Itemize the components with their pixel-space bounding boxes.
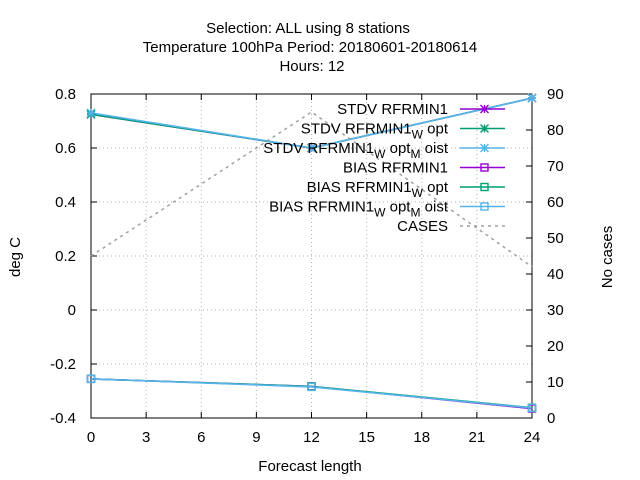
y-tick-label: 0.2 xyxy=(55,248,76,265)
legend-sample-marker xyxy=(480,104,489,114)
legend-label-part: STDV RFRMIN1 xyxy=(337,101,448,118)
legend-label: STDV RFRMIN1W opt xyxy=(301,121,449,142)
legend-label: BIAS RFRMIN1 xyxy=(343,160,448,177)
legend-label-part: M xyxy=(410,206,420,220)
y2-tick-label: 50 xyxy=(547,230,564,247)
legend-label-part: CASES xyxy=(397,218,448,235)
series-point-5 xyxy=(307,382,316,392)
series-point-5 xyxy=(527,403,537,413)
title-line-2: Temperature 100hPa Period: 20180601-2018… xyxy=(143,39,477,56)
series-line-5 xyxy=(90,378,533,409)
y2-tick-label: 70 xyxy=(547,158,564,175)
legend-label: STDV RFRMIN1W optM oist xyxy=(263,140,449,161)
chart-title: Selection: ALL using 8 stations Temperat… xyxy=(143,20,477,75)
legend-label-part: STDV RFRMIN1 xyxy=(301,121,412,138)
legend-label-part: BIAS RFRMIN1 xyxy=(269,199,374,216)
legend-label-part: W xyxy=(412,128,424,142)
x-tick-label: 21 xyxy=(469,429,486,446)
y2-tick-label: 30 xyxy=(547,302,564,319)
y2-tick-label: 10 xyxy=(547,374,564,391)
series-line-6 xyxy=(90,111,533,268)
legend-label-part: BIAS RFRMIN1 xyxy=(307,179,412,196)
y-tick-label: 0.8 xyxy=(55,86,76,103)
legend-label-part: W xyxy=(374,147,386,161)
y2-tick-label: 60 xyxy=(547,194,564,211)
series-point-2 xyxy=(527,93,537,103)
y2-tick-label: 20 xyxy=(547,338,564,355)
series-point-2 xyxy=(86,108,96,118)
y-axis-label: deg C xyxy=(7,237,24,277)
y2-tick-label: 80 xyxy=(547,122,564,139)
x-tick-label: 18 xyxy=(413,429,430,446)
x-tick-label: 24 xyxy=(524,429,541,446)
y-tick-label: 0.6 xyxy=(55,140,76,157)
legend-label-part: BIAS RFRMIN1 xyxy=(343,160,448,177)
y2-tick-label: 40 xyxy=(547,266,564,283)
x-tick-label: 9 xyxy=(252,429,260,446)
x-tick-label: 3 xyxy=(142,429,150,446)
legend-sample-marker xyxy=(480,124,489,133)
legend-label-part: opt xyxy=(385,140,411,157)
legend-label-part: M xyxy=(410,147,420,161)
legend-sample-marker xyxy=(480,163,489,172)
legend-label: BIAS RFRMIN1W opt xyxy=(307,179,449,200)
x-axis-label: Forecast length xyxy=(258,458,361,475)
x-tick-label: 15 xyxy=(358,429,375,446)
series-point-2 xyxy=(307,143,316,153)
x-tick-label: 0 xyxy=(87,429,95,446)
y2-tick-label: 90 xyxy=(547,86,564,103)
y-tick-label: -0.4 xyxy=(50,410,76,427)
legend-label: STDV RFRMIN1 xyxy=(337,101,448,118)
legend-label-part: STDV RFRMIN1 xyxy=(263,140,374,157)
x-tick-label: 12 xyxy=(303,429,320,446)
x-tick-label: 6 xyxy=(197,429,205,446)
legend-sample-marker xyxy=(480,182,489,192)
y-tick-label: 0 xyxy=(68,302,76,319)
legend-label-part: oist xyxy=(420,140,448,157)
title-line-3: Hours: 12 xyxy=(279,58,344,75)
title-line-1: Selection: ALL using 8 stations xyxy=(206,20,410,37)
legend-label-part: oist xyxy=(420,199,448,216)
series-markers xyxy=(86,93,537,413)
legend-label-part: W xyxy=(374,206,386,220)
y2-tick-label: 0 xyxy=(547,410,555,427)
legend-label: BIAS RFRMIN1W optM oist xyxy=(269,199,449,220)
legend-sample-marker xyxy=(480,202,489,211)
legend-label-part: opt xyxy=(385,199,411,216)
legend-sample-marker xyxy=(480,143,489,153)
legend-label-part: opt xyxy=(423,179,449,196)
y-tick-label: 0.4 xyxy=(55,194,76,211)
legend-label: CASES xyxy=(397,218,448,235)
legend-label-part: W xyxy=(412,186,424,200)
series-point-5 xyxy=(86,374,96,384)
axes: 0 3 6 9 12 15 18 21 24 -0.4 -0.2 0 0.2 0.4 0.6 0.8 0 10 20… xyxy=(50,86,564,446)
y2-axis-label: No cases xyxy=(599,226,616,289)
legend-label-part: opt xyxy=(423,121,449,138)
y-tick-label: -0.2 xyxy=(50,356,76,373)
